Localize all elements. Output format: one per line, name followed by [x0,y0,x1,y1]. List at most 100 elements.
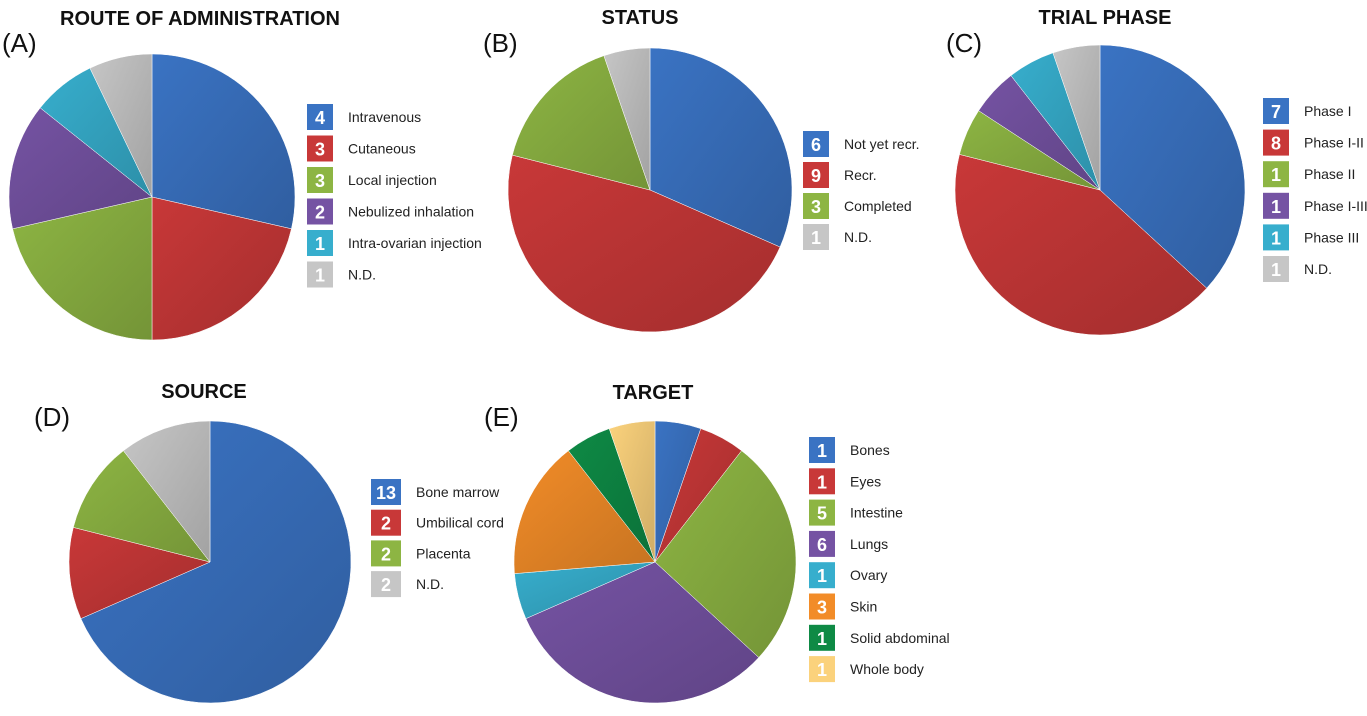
legend-count: 3 [315,140,325,160]
legend-swatch [809,593,835,620]
legend-label: Bones [850,442,890,458]
pie-slice [89,53,153,198]
legend-swatch [307,230,333,256]
panel-label: (B) [483,28,518,58]
legend-swatch [809,624,835,651]
pie-slice [80,420,352,704]
legend-label: N.D. [348,267,376,283]
legend-count: 1 [315,266,325,286]
legend-swatch [371,509,401,536]
panel-label: (D) [34,402,70,432]
legend-count: 1 [315,234,325,254]
legend-swatch [803,131,829,157]
legend-count: 3 [315,171,325,191]
legend-swatch [809,437,835,463]
pie-slice [68,527,211,619]
legend-label: Local injection [348,172,437,188]
legend-label: Intravenous [348,109,421,125]
legend-count: 3 [817,598,827,618]
panel-label: (C) [946,28,982,58]
legend-label: Solid abdominal [850,630,950,646]
legend-label: Phase III [1304,229,1359,245]
legend-swatch [307,135,333,162]
legend-label: Phase I [1304,103,1351,119]
legend-count: 1 [1271,165,1281,185]
legend-label: Phase I-II [1304,135,1364,151]
legend-swatch [803,162,829,188]
legend-count: 5 [817,504,827,524]
legend-count: 4 [315,108,325,128]
legend-swatch [1263,161,1289,188]
pie-slice [608,420,656,563]
legend-count: 2 [381,514,391,534]
legend-label: Umbilical cord [416,515,504,531]
legend-count: 1 [817,566,827,586]
legend-swatch [307,261,333,288]
pie-slice [603,47,651,191]
legend-label: Recr. [844,167,877,183]
legend-label: Phase II [1304,166,1355,182]
legend-count: 1 [811,228,821,248]
legend-label: Intestine [850,505,903,521]
pie-slice [123,420,211,563]
legend-swatch [1263,192,1289,219]
chart-title: STATUS [601,7,678,29]
legend-swatch [371,540,401,567]
legend-label: N.D. [1304,261,1332,277]
legend-count: 6 [811,135,821,155]
legend-label: Skin [850,599,877,615]
legend-label: Cutaneous [348,141,416,157]
legend-count: 9 [811,166,821,186]
legend-label: Not yet recr. [844,136,919,152]
legend-label: Nebulized inhalation [348,204,474,220]
legend-label: Whole body [850,661,924,677]
pie-slice [12,196,153,341]
pie-slice [512,55,651,191]
legend-label: Completed [844,198,912,214]
legend-label: N.D. [844,229,872,245]
legend-label: Phase I-III [1304,198,1367,214]
legend-swatch [307,167,333,193]
legend-count: 2 [315,203,325,223]
chart-title: ROUTE OF ADMINISTRATION [60,8,340,30]
legend-swatch [307,198,333,225]
legend-count: 1 [817,441,827,461]
legend-count: 6 [817,535,827,555]
legend-swatch [371,479,401,505]
legend-count: 1 [817,660,827,680]
chart-title: SOURCE [161,381,247,403]
legend-count: 13 [376,483,396,503]
legend-label: N.D. [416,576,444,592]
pie-slice [654,450,797,658]
pie-panel: TRIAL PHASE (C) 7 Phase I 8 Phase I-II 1 Phase … [946,7,1367,336]
legend-count: 1 [1271,260,1281,280]
legend-swatch [809,468,835,495]
pie-slice [513,450,656,574]
pie-slice [151,53,296,230]
legend-count: 2 [381,544,391,564]
pie-slice [73,450,211,563]
legend-swatch [809,562,835,589]
legend-label: Placenta [416,545,471,561]
legend-label: Intra-ovarian injection [348,235,482,251]
pie-slice [1099,44,1246,289]
legend-swatch [1263,224,1289,251]
legend-swatch [809,530,835,557]
legend-count: 1 [1271,228,1281,248]
pie-slice [525,561,760,704]
legend-label: Lungs [850,536,888,552]
legend-label: Bone marrow [416,484,500,500]
pie-panel: TARGET (E) 1 Bones 1 Eyes 5 Intestine 6 Lungs 1 Ova… [484,382,950,704]
legend-count: 1 [1271,197,1281,217]
pie-panel: ROUTE OF ADMINISTRATION (A) 4 Intravenous 3 C… [2,8,482,341]
legend-count: 8 [1271,134,1281,154]
pie-slice [8,107,153,230]
legend-count: 2 [381,575,391,595]
legend-swatch [809,656,835,683]
legend-swatch [1263,98,1289,124]
pie-slice [1052,44,1101,191]
legend-swatch [803,224,829,250]
legend-count: 7 [1271,102,1281,122]
pie-panel: STATUS (B) 6 Not yet recr. 9 Recr. 3 Completed 1… [483,7,919,333]
